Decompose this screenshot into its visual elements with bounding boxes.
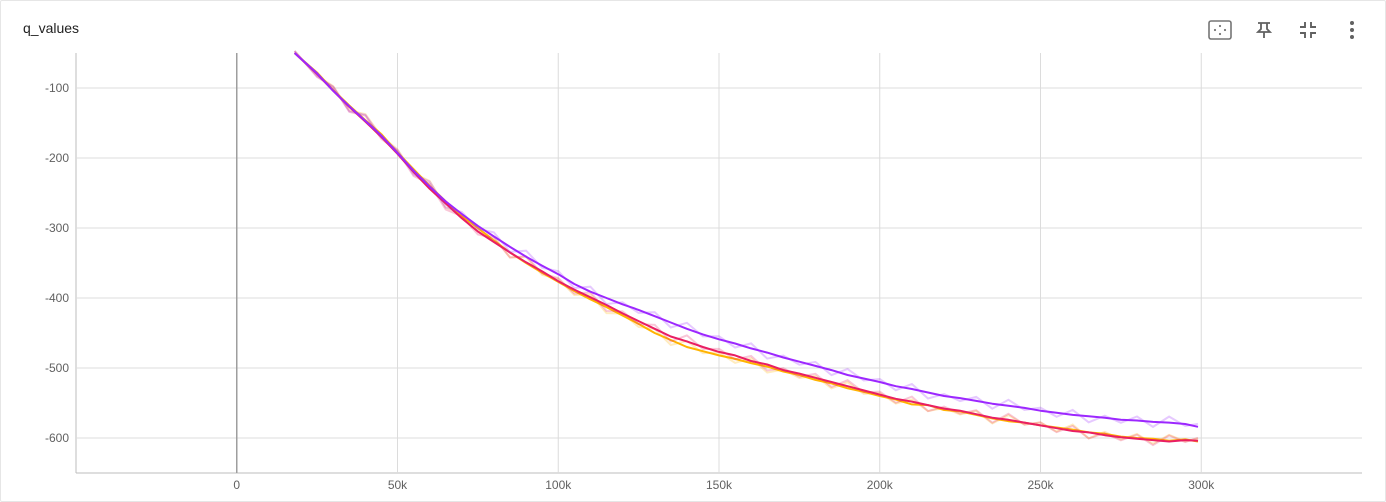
y-tick-label: -300: [45, 221, 69, 235]
series-line: [293, 52, 1199, 443]
x-tick-label: 250k: [1027, 478, 1054, 492]
fit-domain-button[interactable]: [1205, 16, 1235, 44]
series-raw-line: [293, 50, 1199, 429]
y-tick-label: -200: [45, 151, 69, 165]
series-line: [293, 52, 1199, 443]
series-raw-line: [293, 50, 1199, 447]
fit-domain-icon: [1208, 20, 1232, 40]
y-tick-label: -100: [45, 81, 69, 95]
x-tick-label: 50k: [388, 478, 408, 492]
series-raw-line: [293, 50, 1199, 445]
more-vertical-icon: [1350, 21, 1354, 39]
collapse-icon: [1300, 22, 1316, 38]
more-button[interactable]: [1337, 16, 1367, 44]
series-line: [293, 52, 1199, 428]
x-tick-label: 300k: [1188, 478, 1215, 492]
y-tick-label: -600: [45, 431, 69, 445]
card-toolbar: [1205, 16, 1367, 44]
x-tick-label: 200k: [867, 478, 894, 492]
x-tick-label: 150k: [706, 478, 733, 492]
y-tick-label: -400: [45, 291, 69, 305]
x-tick-label: 100k: [545, 478, 572, 492]
collapse-button[interactable]: [1293, 16, 1323, 44]
card-title: q_values: [23, 20, 80, 36]
y-tick-label: -500: [45, 361, 69, 375]
x-tick-label: 0: [233, 478, 240, 492]
pin-button[interactable]: [1249, 16, 1279, 44]
pin-icon: [1256, 22, 1272, 38]
